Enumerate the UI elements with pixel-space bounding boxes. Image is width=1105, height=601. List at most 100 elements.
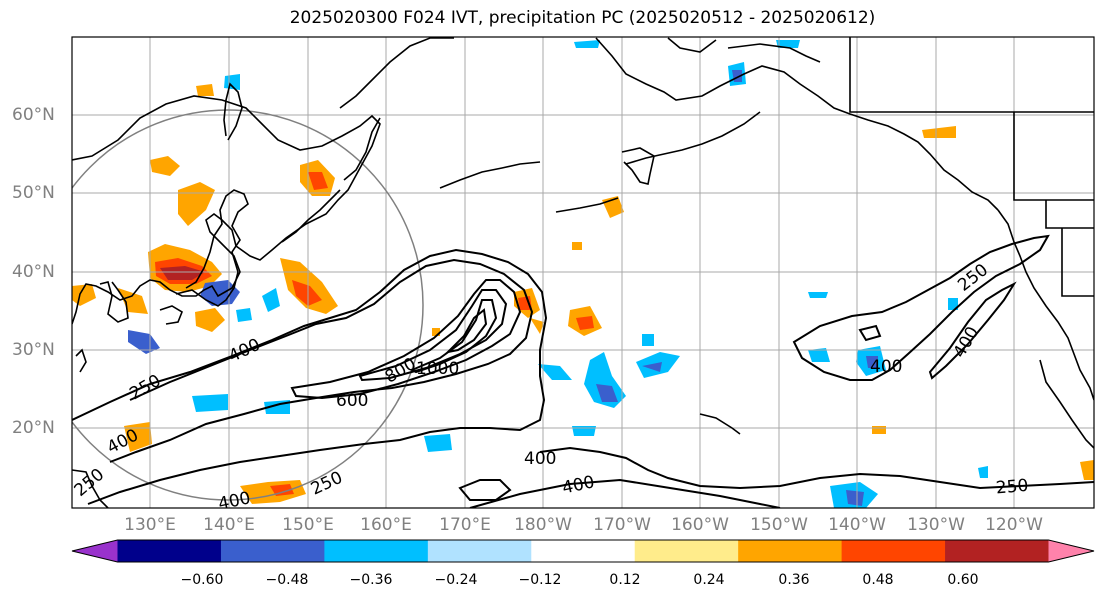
colorbar-outline xyxy=(71,539,1095,563)
ivt-contour xyxy=(928,281,1017,380)
colorbar-swatch xyxy=(117,540,222,562)
region-circle xyxy=(72,109,424,501)
lat-label: 40°N xyxy=(12,262,55,282)
contour-label: 250 xyxy=(954,260,992,296)
precip-patch xyxy=(574,40,600,48)
precip-patch xyxy=(178,182,215,226)
precip-patch xyxy=(642,362,662,372)
precip-patch xyxy=(118,288,148,314)
ivt-contour xyxy=(72,248,548,505)
precip-patch xyxy=(160,266,205,280)
precip-patch xyxy=(150,156,180,176)
ivt-contour xyxy=(409,299,498,374)
colorbar-tick-label: −0.24 xyxy=(434,572,478,588)
lon-label: 170°E xyxy=(439,515,491,535)
ivt-contour xyxy=(109,258,534,463)
precip-patch xyxy=(576,316,594,330)
contour-label: 250 xyxy=(995,476,1029,499)
coastline-kyushu xyxy=(159,305,183,325)
coastline-kamchatka xyxy=(339,37,454,181)
precip-patch xyxy=(1080,460,1094,480)
lon-label: 160°E xyxy=(360,515,412,535)
precip-patch xyxy=(124,422,152,452)
ivt-contour xyxy=(444,308,488,354)
contour-label: 250 xyxy=(308,468,346,500)
precip-patch xyxy=(195,308,225,332)
colorbar-swatch xyxy=(427,540,532,562)
precip-patch xyxy=(808,348,830,362)
lon-label: 130°W xyxy=(907,515,965,535)
colorbar-extension-max xyxy=(1048,540,1094,562)
precip-patch xyxy=(308,172,328,190)
colorbar-tick-label: 0.24 xyxy=(693,572,725,588)
precip-patch xyxy=(872,426,886,434)
precip-patch xyxy=(196,84,214,96)
precip-patch xyxy=(978,466,988,478)
precip-patch xyxy=(776,40,800,48)
contour-label: 400 xyxy=(870,357,902,377)
colorbar-tick-label: −0.36 xyxy=(349,572,393,588)
contour-label: 400 xyxy=(561,472,597,498)
lat-label: 30°N xyxy=(12,340,55,360)
precip-patch xyxy=(808,292,828,298)
colorbar-tick-label: −0.48 xyxy=(265,572,309,588)
colorbar-tick-label: 0.48 xyxy=(862,572,894,588)
coastline-hawaii xyxy=(699,413,741,435)
coastline-china-south xyxy=(72,469,109,508)
colorbar-tick-label: 0.12 xyxy=(609,572,641,588)
precip-patch xyxy=(538,364,572,380)
colorbar-swatch xyxy=(324,540,429,562)
coastline-aleutian-chain xyxy=(439,161,541,189)
coastline-alaska-islands xyxy=(621,147,655,185)
coastline-mexico xyxy=(1039,359,1094,449)
coastline-sakhalin xyxy=(223,82,243,141)
coastline-kuril xyxy=(281,189,341,243)
lat-label: 50°N xyxy=(12,183,55,203)
colorbar-swatch xyxy=(531,540,636,562)
precip-patch xyxy=(572,242,582,250)
lon-label: 120°W xyxy=(985,515,1043,535)
precip-patch xyxy=(292,280,322,306)
coastline-taiwan xyxy=(75,348,87,373)
colorbar-tick-label: 0.36 xyxy=(778,572,810,588)
ivt-contour xyxy=(539,446,1094,490)
precip-patch xyxy=(866,356,878,368)
lon-label: 140°W xyxy=(828,515,886,535)
precip-patch xyxy=(584,352,626,408)
lon-label: 170°W xyxy=(593,515,651,535)
contour-label: 400 xyxy=(950,323,984,361)
colorbar-swatch xyxy=(945,540,1049,562)
contour-label: 400 xyxy=(226,335,264,367)
lon-label: 180°W xyxy=(514,515,572,535)
ivt-contour xyxy=(792,234,1050,381)
contour-label: 1000 xyxy=(416,359,459,379)
coastline-alaska-peninsula xyxy=(625,111,761,165)
ivt-contour xyxy=(358,289,508,382)
precip-patch xyxy=(270,484,294,496)
precip-patch xyxy=(642,334,654,346)
colorbar-extension-min xyxy=(72,540,118,562)
coastline-korea xyxy=(99,281,129,323)
precip-patch xyxy=(192,394,228,412)
precip-patch xyxy=(224,74,240,90)
precip-patch xyxy=(424,434,452,452)
map-frame xyxy=(71,36,1095,509)
precip-patch xyxy=(596,384,618,402)
precip-patch xyxy=(846,490,864,506)
coastlines xyxy=(72,37,1094,508)
lat-label: 20°N xyxy=(12,418,55,438)
coastline-alaska-north xyxy=(667,37,821,63)
precip-patch xyxy=(262,288,280,312)
map-title: 2025020300 F024 IVT, precipitation PC (2… xyxy=(289,8,876,28)
coastline-us-west xyxy=(997,209,1094,401)
coastline-aleutians xyxy=(555,197,619,213)
precip-patch xyxy=(530,318,544,334)
colorbar-swatch xyxy=(738,540,843,562)
colorbar-tick-label: −0.12 xyxy=(518,572,562,588)
lon-label: 130°E xyxy=(124,515,176,535)
ivt-contours xyxy=(72,234,1094,508)
colorbar-tick-label: −0.60 xyxy=(180,572,224,588)
colorbar-swatch xyxy=(634,540,739,562)
contour-label: 600 xyxy=(336,391,368,411)
